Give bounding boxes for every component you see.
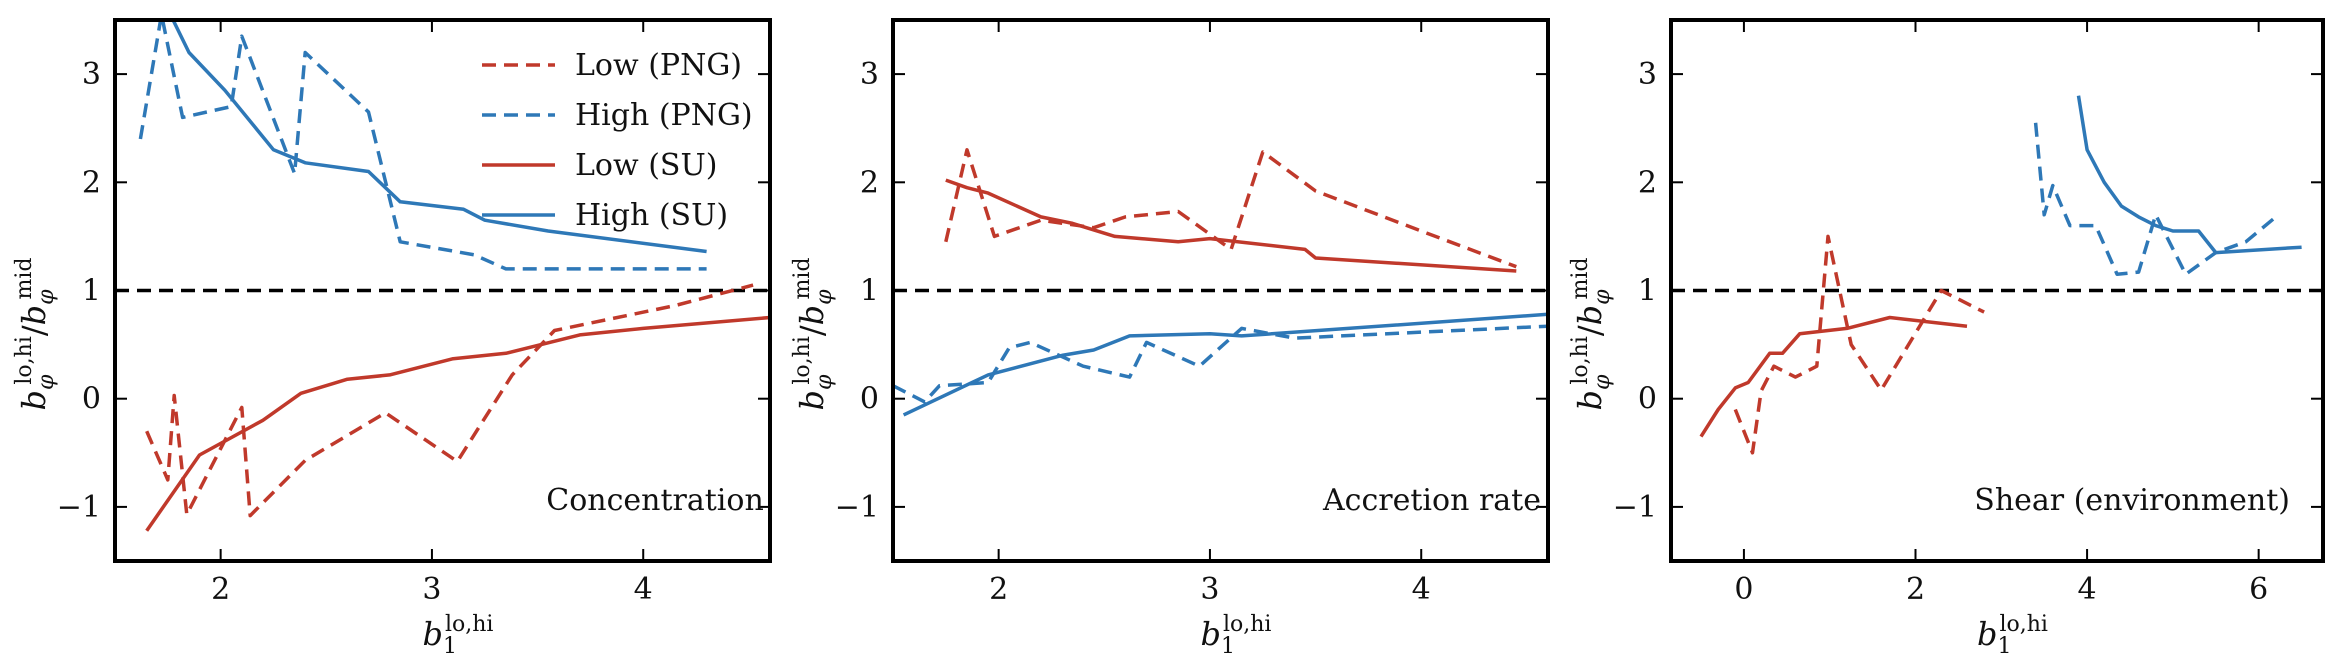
panel-2: 2 3 4 −1 0 1 2 3 Accretion rate b1lo,hi bφlo,hi/bφ… bbox=[790, 18, 1550, 659]
series-group bbox=[893, 148, 1548, 417]
legend-label: Low (PNG) bbox=[575, 48, 742, 83]
y-axis-label: bφlo,hi/bφmid bbox=[1568, 257, 1615, 410]
plot-frame bbox=[113, 18, 772, 563]
y-axis-label: bφlo,hi/bφmid bbox=[12, 257, 59, 410]
series-group bbox=[138, 20, 770, 532]
y-tick-label: 3 bbox=[82, 57, 101, 92]
y-tick-label: 0 bbox=[82, 382, 101, 417]
legend: Low (PNG) High (PNG) Low (SU) High (SU) bbox=[482, 48, 753, 233]
x-tick-label: 2 bbox=[1906, 572, 1925, 607]
x-axis-label: b1lo,hi bbox=[1201, 612, 1272, 659]
y-tick-label: 3 bbox=[860, 57, 879, 92]
x-tick-label: 2 bbox=[211, 572, 230, 607]
y-tick-label: 0 bbox=[1638, 382, 1657, 417]
y-tick-label: −1 bbox=[1613, 490, 1657, 525]
series-line-high-png bbox=[138, 20, 707, 271]
y-tick-label: 0 bbox=[860, 382, 879, 417]
x-tick-label: 4 bbox=[2078, 572, 2097, 607]
y-tick-label: 1 bbox=[1638, 274, 1657, 309]
series-group bbox=[1699, 95, 2302, 455]
legend-label: High (PNG) bbox=[575, 98, 753, 133]
y-tick-label: −1 bbox=[835, 490, 879, 525]
series-line-high-su bbox=[171, 20, 707, 254]
x-tick-label: 0 bbox=[1734, 572, 1753, 607]
panel-3: 0 2 4 6 −1 0 1 2 3 Shear (environment) b1lo,hi bφlo… bbox=[1568, 18, 2325, 659]
x-tick-label: 4 bbox=[1412, 572, 1431, 607]
legend-label: Low (SU) bbox=[575, 148, 717, 183]
series-line-low-png bbox=[944, 148, 1517, 269]
series-line-low-su bbox=[1699, 315, 1968, 438]
series-line-high-png bbox=[2033, 122, 2277, 277]
x-tick-label: 3 bbox=[422, 572, 441, 607]
y-tick-label: −1 bbox=[57, 490, 101, 525]
series-line-high-su bbox=[2076, 95, 2302, 255]
series-line-low-su bbox=[945, 178, 1517, 273]
y-tick-label: 3 bbox=[1638, 57, 1657, 92]
y-tick-label: 2 bbox=[860, 165, 879, 200]
series-line-high-png bbox=[893, 324, 1548, 404]
x-axis-label: b1lo,hi bbox=[423, 612, 494, 659]
y-tick-label: 2 bbox=[82, 165, 101, 200]
panel-annotation: Concentration bbox=[546, 483, 764, 518]
x-tick-label: 3 bbox=[1200, 572, 1219, 607]
series-line-low-su bbox=[145, 315, 770, 532]
series-line-low-png bbox=[145, 283, 754, 518]
y-tick-label: 1 bbox=[82, 274, 101, 309]
panel-annotation: Accretion rate bbox=[1322, 483, 1541, 518]
series-line-high-su bbox=[902, 312, 1548, 417]
x-axis-label: b1lo,hi bbox=[1977, 612, 2048, 659]
plot-frame bbox=[891, 18, 1550, 563]
y-tick-label: 1 bbox=[860, 274, 879, 309]
x-tick-label: 4 bbox=[634, 572, 653, 607]
x-tick-label: 6 bbox=[2249, 572, 2268, 607]
series-line-low-png bbox=[1733, 234, 1985, 455]
y-axis-label: bφlo,hi/bφmid bbox=[790, 257, 837, 410]
legend-label: High (SU) bbox=[575, 198, 728, 233]
plot-frame bbox=[1669, 18, 2325, 563]
panel-1: 2 3 4 −1 0 1 2 3 Concentration b1lo,hi bφlo,hi/bφm… bbox=[12, 18, 772, 659]
y-tick-label: 2 bbox=[1638, 165, 1657, 200]
x-tick-label: 2 bbox=[989, 572, 1008, 607]
panel-annotation: Shear (environment) bbox=[1974, 483, 2290, 518]
